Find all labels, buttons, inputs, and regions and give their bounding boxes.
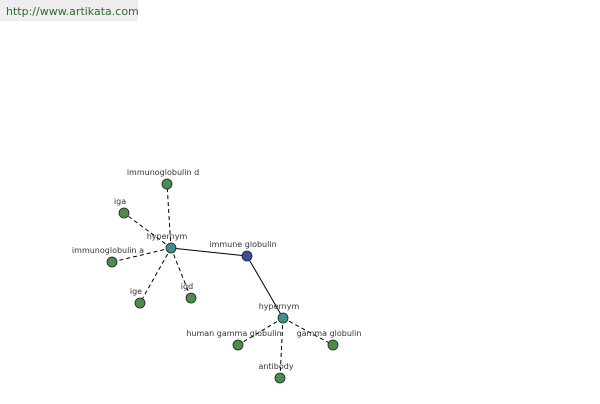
edge — [279, 317, 284, 379]
edge — [282, 317, 334, 346]
node-label[interactable]: human gamma globulin — [186, 329, 281, 338]
node[interactable] — [118, 207, 130, 219]
node[interactable] — [327, 339, 339, 351]
edge — [166, 183, 172, 249]
node[interactable] — [134, 297, 146, 309]
node-label[interactable]: hypernym — [259, 302, 300, 311]
node[interactable] — [106, 256, 118, 268]
node[interactable] — [232, 339, 244, 351]
edge — [246, 255, 284, 319]
node-label[interactable]: igd — [181, 282, 193, 291]
edges — [111, 183, 334, 379]
node[interactable] — [161, 178, 173, 190]
node[interactable] — [274, 372, 286, 384]
node[interactable] — [165, 242, 177, 254]
site-url[interactable]: http://www.artikata.com — [6, 5, 139, 18]
node-label[interactable]: immune globulin — [209, 240, 276, 249]
node-label[interactable]: antibody — [258, 362, 293, 371]
nodes: immune globulin hypernym immunoglobulin d i… — [72, 168, 362, 384]
node-label[interactable]: gamma globulin — [297, 329, 362, 338]
node[interactable] — [185, 292, 197, 304]
node-label[interactable]: iga — [114, 197, 126, 206]
edge — [111, 247, 172, 263]
node[interactable] — [241, 250, 253, 262]
node-label[interactable]: ige — [130, 287, 142, 296]
node-label[interactable]: hypernym — [147, 232, 188, 241]
edge — [139, 247, 172, 304]
edge — [237, 317, 284, 346]
header-box — [0, 0, 138, 21]
edge — [123, 212, 172, 249]
node[interactable] — [277, 312, 289, 324]
edge — [170, 247, 248, 257]
edge — [170, 247, 192, 299]
node-label[interactable]: immunoglobulin a — [72, 246, 144, 255]
node-label[interactable]: immunoglobulin d — [127, 168, 199, 177]
